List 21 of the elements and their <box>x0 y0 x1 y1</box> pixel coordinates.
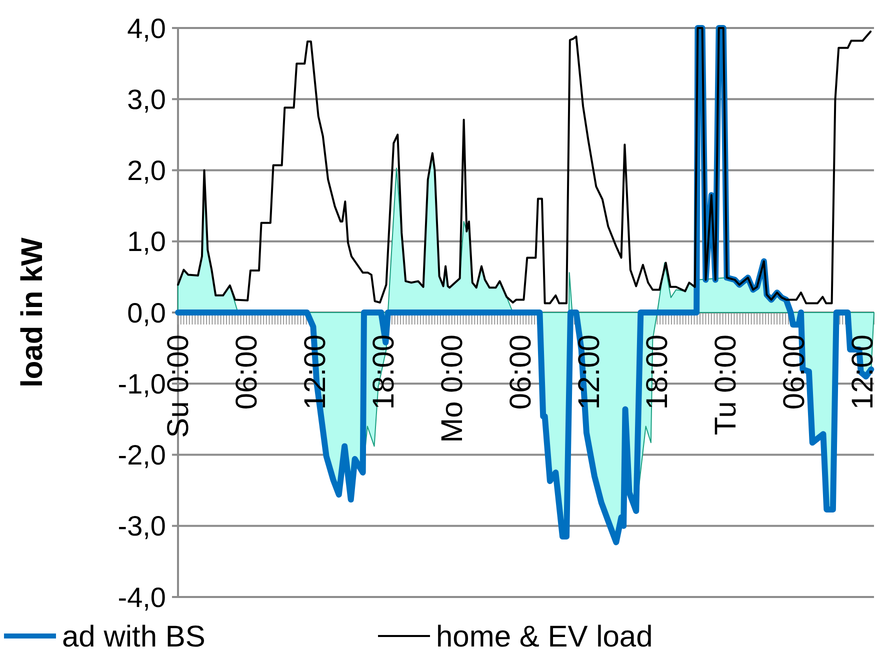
x-tick-label: 12:00 <box>572 334 606 410</box>
y-tick-label: 2,0 <box>127 155 166 186</box>
x-tick-label: 12:00 <box>298 334 332 410</box>
x-tick-label: Tu 0:00 <box>710 334 743 436</box>
x-tick-label: 18:00 <box>641 334 674 410</box>
y-tick-label: 4,0 <box>127 12 166 44</box>
x-tick-label: 06:00 <box>504 334 538 410</box>
x-tick-label: Mo 0:00 <box>436 334 469 443</box>
y-axis-title: load in kW <box>16 236 49 388</box>
x-tick-label: 12:00 <box>846 334 880 410</box>
x-tick-label: 18:00 <box>367 334 400 410</box>
x-tick-label: 06:00 <box>778 334 812 410</box>
y-tick-label: -3,0 <box>118 510 166 542</box>
y-tick-label: 3,0 <box>127 84 166 115</box>
y-tick-label: 0,0 <box>127 297 166 328</box>
y-tick-label: 1,0 <box>127 226 166 258</box>
y-tick-label: -4,0 <box>118 582 166 613</box>
x-tick-label: 06:00 <box>230 334 264 410</box>
legend-label: ad with BS <box>62 620 206 654</box>
legend-label: home & EV load <box>436 620 653 654</box>
y-tick-label: -2,0 <box>118 440 166 471</box>
